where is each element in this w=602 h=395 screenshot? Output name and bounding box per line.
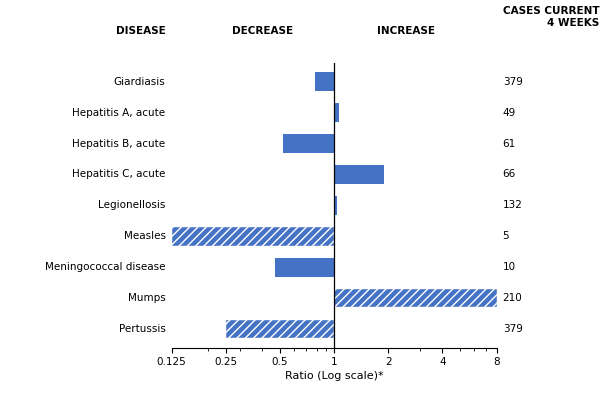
- Bar: [334, 103, 340, 122]
- Text: Pertussis: Pertussis: [119, 324, 166, 334]
- Text: Measles: Measles: [123, 231, 166, 241]
- Bar: [334, 165, 384, 184]
- Text: 66: 66: [503, 169, 516, 179]
- Text: 61: 61: [503, 139, 516, 149]
- Text: 5: 5: [503, 231, 509, 241]
- Bar: [334, 289, 497, 307]
- Text: Giardiasis: Giardiasis: [114, 77, 166, 87]
- X-axis label: Ratio (Log scale)*: Ratio (Log scale)*: [285, 371, 383, 382]
- Text: DECREASE: DECREASE: [232, 26, 293, 36]
- Text: INCREASE: INCREASE: [377, 26, 435, 36]
- Text: 10: 10: [503, 262, 516, 272]
- Bar: [275, 258, 334, 276]
- Text: 210: 210: [503, 293, 523, 303]
- Text: 379: 379: [503, 77, 523, 87]
- Text: Hepatitis B, acute: Hepatitis B, acute: [72, 139, 166, 149]
- Bar: [283, 134, 334, 153]
- Text: Meningococcal disease: Meningococcal disease: [45, 262, 166, 272]
- Text: 49: 49: [503, 108, 516, 118]
- Text: 132: 132: [503, 200, 523, 211]
- Text: DISEASE: DISEASE: [116, 26, 166, 36]
- Bar: [226, 320, 334, 339]
- Bar: [334, 196, 337, 214]
- Bar: [315, 72, 334, 91]
- Text: Legionellosis: Legionellosis: [98, 200, 166, 211]
- Bar: [172, 227, 334, 246]
- Text: Hepatitis C, acute: Hepatitis C, acute: [72, 169, 166, 179]
- Text: CASES CURRENT
4 WEEKS: CASES CURRENT 4 WEEKS: [503, 6, 600, 28]
- Text: Hepatitis A, acute: Hepatitis A, acute: [72, 108, 166, 118]
- Text: 379: 379: [503, 324, 523, 334]
- Text: Mumps: Mumps: [128, 293, 166, 303]
